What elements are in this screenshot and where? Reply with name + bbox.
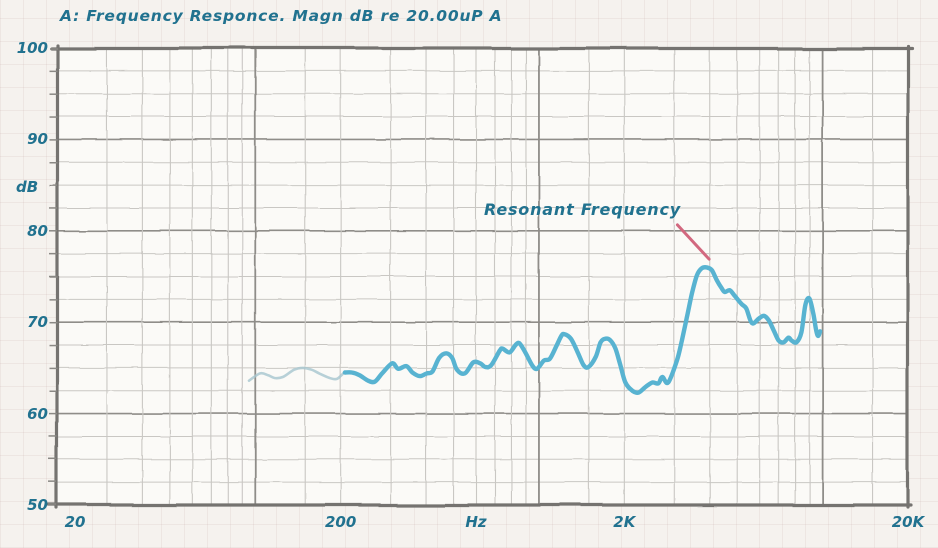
x-tick-label-2K: 2K: [613, 513, 636, 531]
x-tick-label-20: 20: [64, 513, 86, 531]
resonant-frequency-annotation: Resonant Frequency: [484, 200, 682, 219]
y-axis-unit-label: dB: [16, 178, 39, 196]
annotation-pointer-line: [675, 222, 711, 261]
y-tick-label-100: 100: [16, 39, 48, 57]
y-tick-label-50: 50: [27, 496, 48, 514]
response-curve-main: [342, 264, 823, 395]
response-curve-lead-in: [247, 366, 354, 382]
plot-grid: [57, 48, 908, 505]
y-tick-label-90: 90: [27, 130, 48, 149]
x-axis-unit-label: Hz: [465, 513, 487, 531]
x-tick-label-20K: 20K: [891, 513, 925, 531]
plot-border: [47, 43, 914, 510]
x-tick-label-200: 200: [325, 513, 357, 531]
response-curve: [247, 264, 823, 395]
y-tick-label-80: 80: [27, 221, 48, 240]
y-tick-label-70: 70: [27, 313, 48, 332]
annotation-pointer: [675, 222, 711, 261]
y-tick-label-60: 60: [27, 404, 48, 423]
chart-title: A: Frequency Responce. Magn dB re 20.00u…: [60, 7, 503, 25]
